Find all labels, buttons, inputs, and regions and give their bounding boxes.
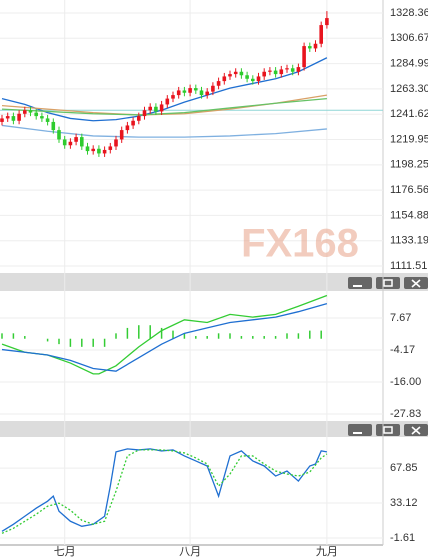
candle-body bbox=[102, 149, 107, 154]
candle-body bbox=[131, 120, 135, 126]
y-tick-label: -4.17 bbox=[390, 344, 415, 356]
candle-body bbox=[182, 90, 187, 93]
candle-body bbox=[17, 113, 21, 121]
candle-body bbox=[222, 76, 227, 82]
candle-body bbox=[11, 116, 16, 121]
watermark: FX168 bbox=[241, 222, 359, 266]
y-tick-label: 1328.36 bbox=[390, 7, 428, 19]
line bbox=[1, 449, 328, 534]
icon bbox=[411, 426, 421, 435]
candle-body bbox=[188, 88, 192, 93]
candle-body bbox=[137, 116, 141, 121]
candle-body bbox=[62, 139, 67, 146]
line bbox=[1, 294, 328, 375]
separator-bar bbox=[0, 421, 428, 437]
icon bbox=[383, 279, 393, 287]
y-tick-label: 1241.62 bbox=[390, 108, 428, 120]
candle-body bbox=[119, 130, 124, 140]
candle-body bbox=[211, 85, 215, 92]
y-tick-label: -16.00 bbox=[390, 376, 421, 388]
minimize-button[interactable] bbox=[348, 277, 372, 289]
y-tick-label: -27.83 bbox=[390, 408, 421, 420]
candle-body bbox=[279, 69, 284, 75]
candle-body bbox=[245, 75, 249, 79]
candle-body bbox=[154, 106, 158, 112]
candle-body bbox=[97, 148, 101, 154]
candle-body bbox=[45, 118, 50, 122]
y-tick-label: 1284.99 bbox=[390, 58, 428, 70]
line bbox=[1, 124, 327, 138]
x-tick-label: 七月 bbox=[54, 545, 76, 558]
maximize-button[interactable] bbox=[376, 424, 400, 436]
candle-body bbox=[74, 137, 78, 142]
candle-body bbox=[91, 148, 95, 152]
candle-body bbox=[199, 90, 204, 96]
candle-body bbox=[176, 90, 181, 96]
candle-body bbox=[40, 116, 44, 119]
candle-body bbox=[159, 104, 164, 112]
separator bbox=[0, 273, 428, 291]
candle-body bbox=[262, 71, 266, 77]
candle-body bbox=[216, 81, 221, 86]
candle-body bbox=[80, 137, 84, 147]
candle-body bbox=[114, 139, 118, 147]
candle-body bbox=[296, 67, 301, 72]
candle-body bbox=[256, 76, 261, 82]
y-tick-label: 1219.95 bbox=[390, 133, 428, 145]
icon bbox=[383, 426, 393, 434]
candle-body bbox=[302, 46, 306, 68]
minimize-button[interactable] bbox=[348, 424, 372, 436]
icon bbox=[411, 279, 421, 288]
candle-body bbox=[85, 146, 90, 152]
candle-body bbox=[23, 110, 27, 114]
candle-body bbox=[290, 68, 295, 72]
candle-body bbox=[239, 71, 244, 76]
candle-body bbox=[233, 71, 238, 75]
candle-body bbox=[34, 112, 38, 117]
separator bbox=[0, 421, 428, 437]
candle-body bbox=[228, 74, 232, 77]
candle-body bbox=[308, 46, 312, 49]
y-tick-label: 7.67 bbox=[390, 312, 411, 324]
candle-body bbox=[165, 98, 170, 105]
candle-body bbox=[171, 95, 175, 99]
candle-body bbox=[108, 146, 113, 150]
y-tick-label: 1306.67 bbox=[390, 32, 428, 44]
y-tick-label: 1263.30 bbox=[390, 83, 428, 95]
line bbox=[1, 302, 328, 372]
candle-body bbox=[51, 121, 56, 131]
y-tick-label: 1111.51 bbox=[390, 260, 427, 272]
candle-body bbox=[68, 141, 73, 146]
candle-body bbox=[313, 43, 318, 49]
y-tick-label: 33.12 bbox=[390, 497, 418, 509]
x-tick-label: 八月 bbox=[179, 546, 201, 558]
y-tick-label: 1133.19 bbox=[390, 235, 428, 247]
candle-body bbox=[273, 70, 278, 75]
candle-body bbox=[28, 110, 33, 113]
y-tick-label: 1198.25 bbox=[390, 159, 428, 171]
candle-body bbox=[57, 130, 61, 140]
x-tick-label: 九月 bbox=[316, 545, 338, 558]
candle-body bbox=[205, 91, 209, 96]
candle-body bbox=[319, 25, 323, 44]
candle-body bbox=[285, 68, 289, 70]
candle-body bbox=[251, 78, 255, 82]
candle-body bbox=[142, 110, 147, 117]
candle-body bbox=[0, 118, 4, 122]
y-tick-label: 1154.88 bbox=[390, 209, 428, 221]
candle-body bbox=[148, 106, 152, 111]
candle-body bbox=[194, 88, 198, 91]
y-tick-label: 1176.56 bbox=[390, 184, 428, 196]
candle-body bbox=[268, 70, 272, 72]
maximize-button[interactable] bbox=[376, 277, 400, 289]
candle-body bbox=[125, 125, 130, 131]
candle-body bbox=[325, 18, 329, 26]
y-tick-label: 67.85 bbox=[390, 462, 418, 474]
separator-bar bbox=[0, 273, 428, 291]
candle-body bbox=[5, 116, 10, 119]
y-tick-label: -1.61 bbox=[390, 532, 415, 544]
